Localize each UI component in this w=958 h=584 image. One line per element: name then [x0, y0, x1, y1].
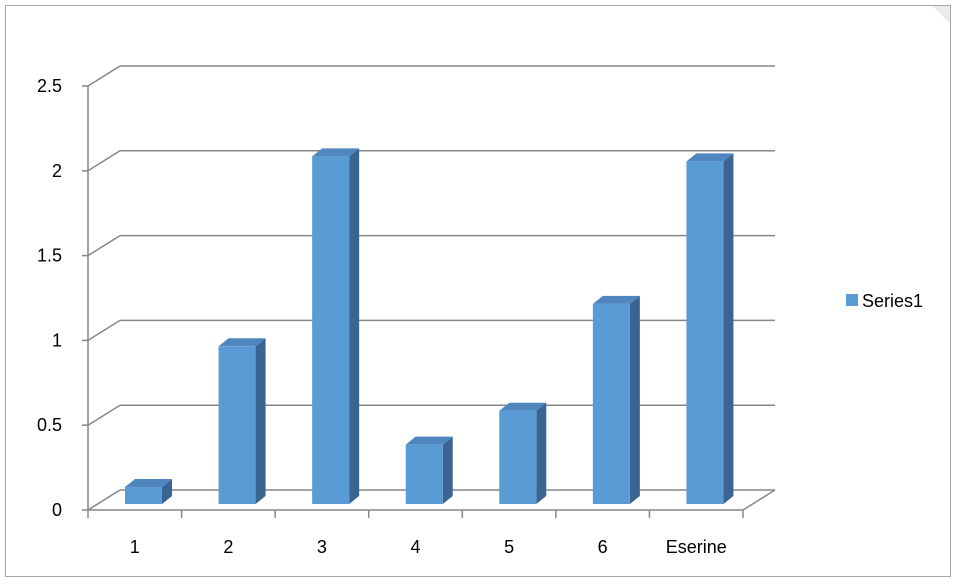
bar-top: [499, 402, 547, 411]
bar: [125, 487, 162, 504]
bar-side: [162, 479, 172, 504]
bar: [499, 410, 537, 504]
bar-top: [686, 153, 734, 162]
bar-top: [218, 338, 266, 347]
y-tick-label: 0: [52, 500, 62, 520]
legend-swatch: [846, 294, 858, 306]
gridlines: [87, 65, 775, 511]
bar: [686, 161, 724, 504]
bar-side: [536, 402, 547, 504]
gridline-diag: [87, 234, 121, 257]
bar-top: [405, 436, 453, 445]
bar: [405, 444, 443, 504]
legend: Series1: [846, 291, 923, 311]
x-tick-label: 1: [130, 537, 140, 557]
bar: [312, 156, 350, 504]
corner-decoration: [928, 6, 950, 28]
bar-top: [125, 479, 172, 488]
bar: [592, 303, 630, 504]
x-tick-label: Eserine: [666, 537, 727, 557]
bar-side: [629, 295, 640, 504]
x-tick-label: 6: [598, 537, 608, 557]
y-tick-label: 2: [52, 161, 62, 181]
bars: [125, 148, 734, 504]
y-tick-label: 0.5: [37, 415, 62, 435]
legend-label: Series1: [862, 291, 923, 311]
gridline-diag: [87, 65, 121, 87]
floor-edge: [742, 489, 776, 511]
bar-side: [442, 436, 453, 504]
gridline-diag: [87, 150, 121, 172]
x-tick-label: 3: [317, 537, 327, 557]
axes: [82, 85, 776, 518]
gridline-diag: [87, 404, 121, 426]
bar-side: [723, 153, 734, 504]
bar-top: [592, 295, 640, 304]
y-tick-label: 1.5: [37, 246, 62, 266]
bar-side: [255, 338, 266, 504]
y-tick-label: 1: [52, 330, 62, 350]
gridline-diag: [87, 319, 121, 342]
bar-top: [312, 148, 360, 157]
x-tick-label: 2: [223, 537, 233, 557]
tick-labels: 0 0.5 1 1.5 2 2.5 1 2 3 4 5 6 Eserine: [37, 76, 727, 557]
bar: [218, 346, 256, 504]
x-tick-label: 5: [504, 537, 514, 557]
y-tick-label: 2.5: [37, 76, 62, 96]
bar-side: [349, 148, 360, 504]
gridline-diag: [87, 489, 121, 511]
x-tick-label: 4: [410, 537, 420, 557]
